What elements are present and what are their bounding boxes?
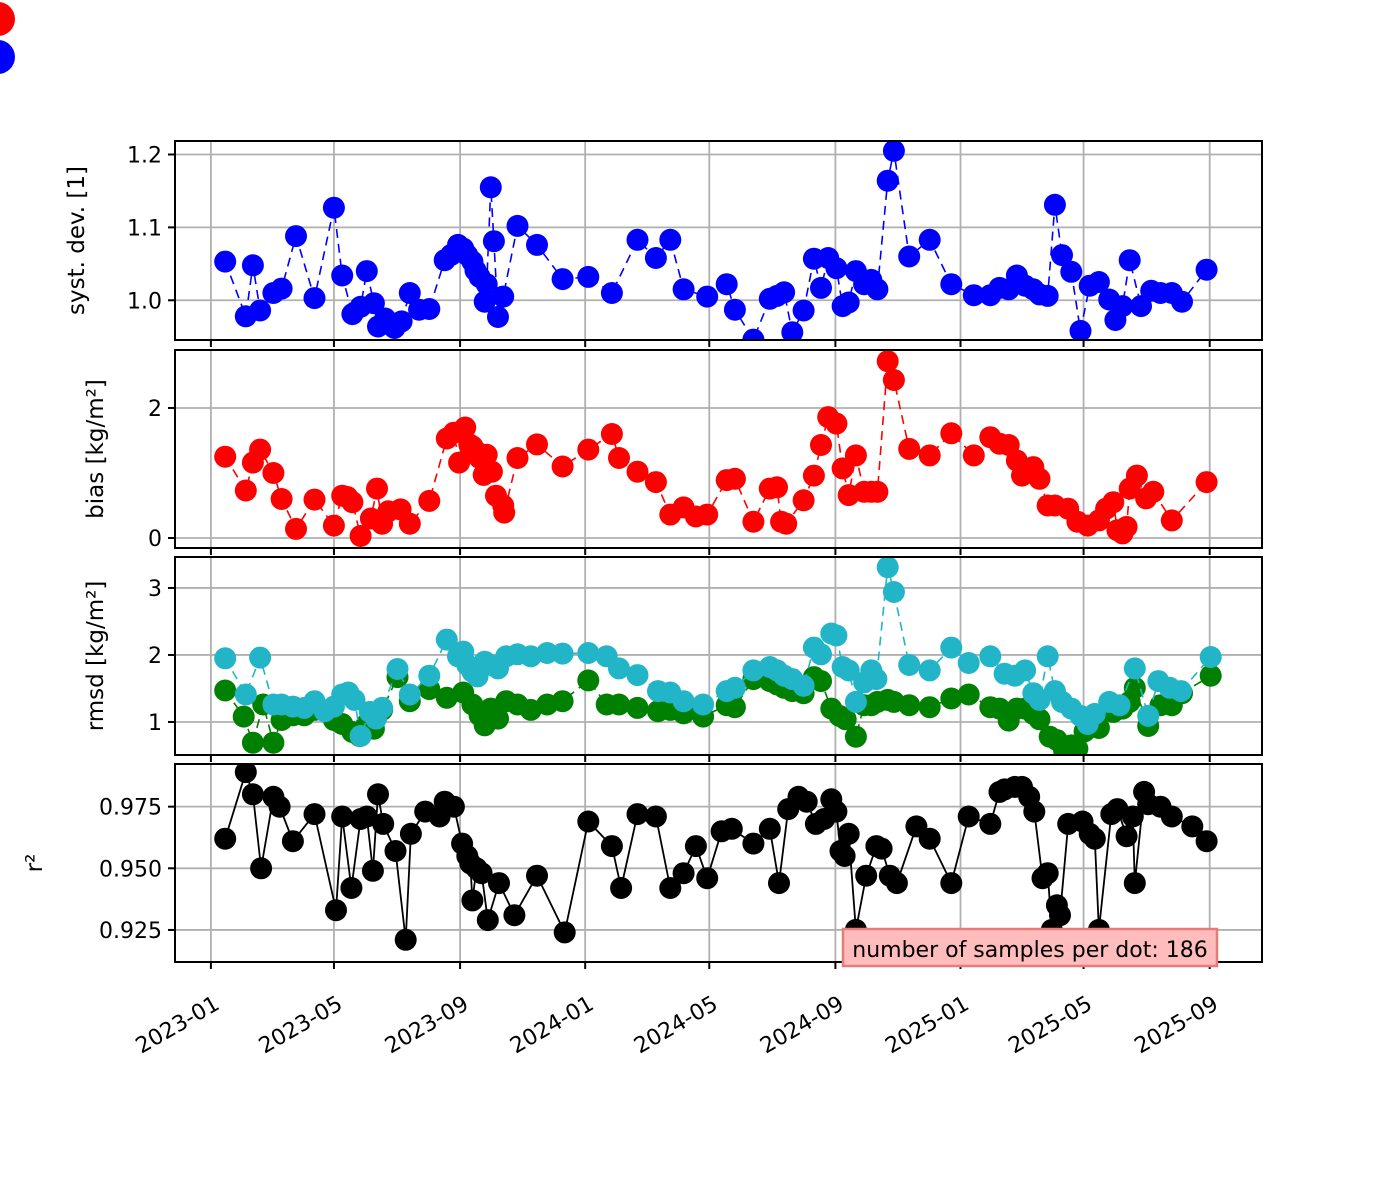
y-tick-label: 1.2 (127, 143, 162, 168)
x-ticks-syst-dev (209, 340, 1211, 347)
panel-syst-dev: 1.0 1.1 1.2 syst. dev. [1] (64, 140, 1263, 347)
panel-rmsd: 1 2 3 rmsd [kg/m²] (83, 556, 1263, 762)
y-tick-label: 1.0 (127, 289, 162, 314)
annotation-text: number of samples per dot: 186 (852, 938, 1207, 963)
points-syst-dev (214, 141, 1218, 340)
edge-artifact-red (0, 2, 15, 36)
y-tick-label: 2 (148, 397, 162, 422)
y-tick-label: 1 (148, 711, 162, 736)
ylabel-r2: r² (22, 854, 48, 873)
y-ticks-r2: 0.925 0.950 0.975 (99, 796, 175, 944)
y-ticks-bias: 02 (148, 397, 175, 552)
y-ticks-rmsd: 1 2 3 (148, 577, 175, 736)
x-ticks-bias (209, 548, 1211, 555)
y-tick-label: 0.925 (99, 919, 162, 944)
ylabel-bias: bias [kg/m²] (83, 379, 109, 519)
y-tick-label: 2 (148, 644, 162, 669)
edge-artifact-blue (0, 40, 15, 74)
spines-rmsd (174, 556, 1263, 756)
spines-bias (174, 349, 1263, 549)
y-tick-label: 0 (148, 527, 162, 552)
y-tick-label: 0.975 (99, 796, 162, 821)
y-tick-label: 1.1 (127, 216, 162, 241)
ylabel-syst-dev: syst. dev. [1] (64, 166, 90, 315)
y-ticks-syst-dev: 1.0 1.1 1.2 (127, 143, 175, 314)
annotation-box (841, 927, 1219, 968)
series-bias (214, 350, 1218, 547)
panel-r2: 0.925 0.950 0.975 r² (22, 763, 1263, 969)
samples-annotation: number of samples per dot: 186 (841, 927, 1219, 968)
x-ticks-rmsd (209, 755, 1211, 762)
ylabel-rmsd: rmsd [kg/m²] (83, 581, 109, 732)
series-rmsd-cyan (214, 557, 1222, 747)
spines-r2 (174, 763, 1263, 963)
points-bias (214, 350, 1218, 547)
spines-syst-dev (174, 140, 1263, 341)
points-rmsd-cyan (214, 557, 1222, 747)
series-syst-dev (214, 141, 1218, 340)
y-tick-label: 3 (148, 577, 162, 602)
y-tick-label: 0.950 (99, 857, 162, 882)
